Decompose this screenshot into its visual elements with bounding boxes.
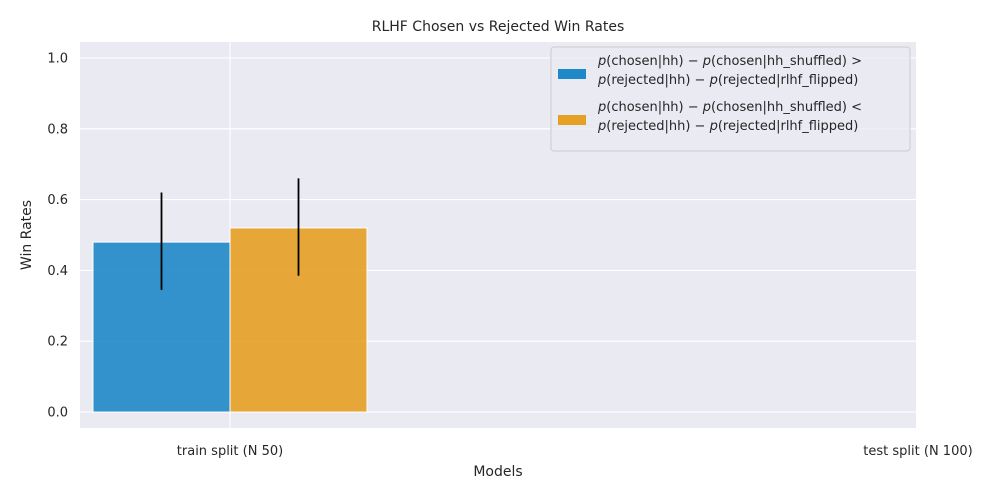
legend-entry-line: p(rejected|hh) − p(rejected|rlhf_flipped… bbox=[597, 73, 858, 88]
y-tick-label: 0.2 bbox=[47, 335, 68, 350]
legend-text-part: (rejected|hh) − bbox=[606, 73, 709, 88]
legend-text-part: p bbox=[709, 73, 718, 88]
bars bbox=[92, 227, 368, 413]
y-tick-label: 1.0 bbox=[47, 51, 68, 66]
error-bars bbox=[160, 178, 300, 290]
y-tick-label: 0.4 bbox=[47, 264, 68, 279]
legend-swatch bbox=[558, 69, 586, 79]
x-axis-label: Models bbox=[473, 464, 522, 480]
legend-text-part: (rejected|rlhf_flipped) bbox=[718, 119, 859, 134]
legend: p(chosen|hh) − p(chosen|hh_shuffled) >p(… bbox=[550, 46, 911, 152]
legend-text-part: p bbox=[597, 119, 606, 134]
legend-text-part: p bbox=[597, 54, 606, 69]
legend-text-part: (rejected|rlhf_flipped) bbox=[718, 73, 859, 88]
legend-text-part: (rejected|hh) − bbox=[606, 119, 709, 134]
legend-text-part: p bbox=[597, 100, 606, 115]
legend-text-part: p bbox=[702, 100, 711, 115]
y-tick-label: 0.6 bbox=[47, 193, 68, 208]
y-tick-labels: 0.0 0.2 0.4 0.6 0.8 1.0 bbox=[47, 51, 68, 420]
chart-title: RLHF Chosen vs Rejected Win Rates bbox=[372, 19, 625, 35]
legend-text-part: p bbox=[709, 119, 718, 134]
legend-text-part: (chosen|hh) − bbox=[606, 100, 703, 115]
y-tick-label: 0.8 bbox=[47, 122, 68, 137]
legend-entry-line: p(chosen|hh) − p(chosen|hh_shuffled) < bbox=[597, 100, 862, 115]
legend-entry-line: p(chosen|hh) − p(chosen|hh_shuffled) > bbox=[597, 54, 862, 69]
legend-text-part: p bbox=[702, 54, 711, 69]
legend-text-part: (chosen|hh_shuffled) > bbox=[711, 54, 862, 69]
y-tick-label: 0.0 bbox=[47, 406, 68, 421]
legend-frame bbox=[550, 46, 911, 152]
y-axis-label: Win Rates bbox=[19, 200, 35, 270]
legend-text-part: (chosen|hh) − bbox=[606, 54, 703, 69]
legend-swatch bbox=[558, 115, 586, 125]
x-tick-label: test split (N 100) bbox=[863, 444, 972, 459]
legend-text-part: (chosen|hh_shuffled) < bbox=[711, 100, 862, 115]
legend-entry-line: p(rejected|hh) − p(rejected|rlhf_flipped… bbox=[597, 119, 858, 134]
x-tick-labels: train split (N 50) test split (N 100) bbox=[177, 444, 973, 459]
legend-text-part: p bbox=[597, 73, 606, 88]
x-tick-label: train split (N 50) bbox=[177, 444, 283, 459]
